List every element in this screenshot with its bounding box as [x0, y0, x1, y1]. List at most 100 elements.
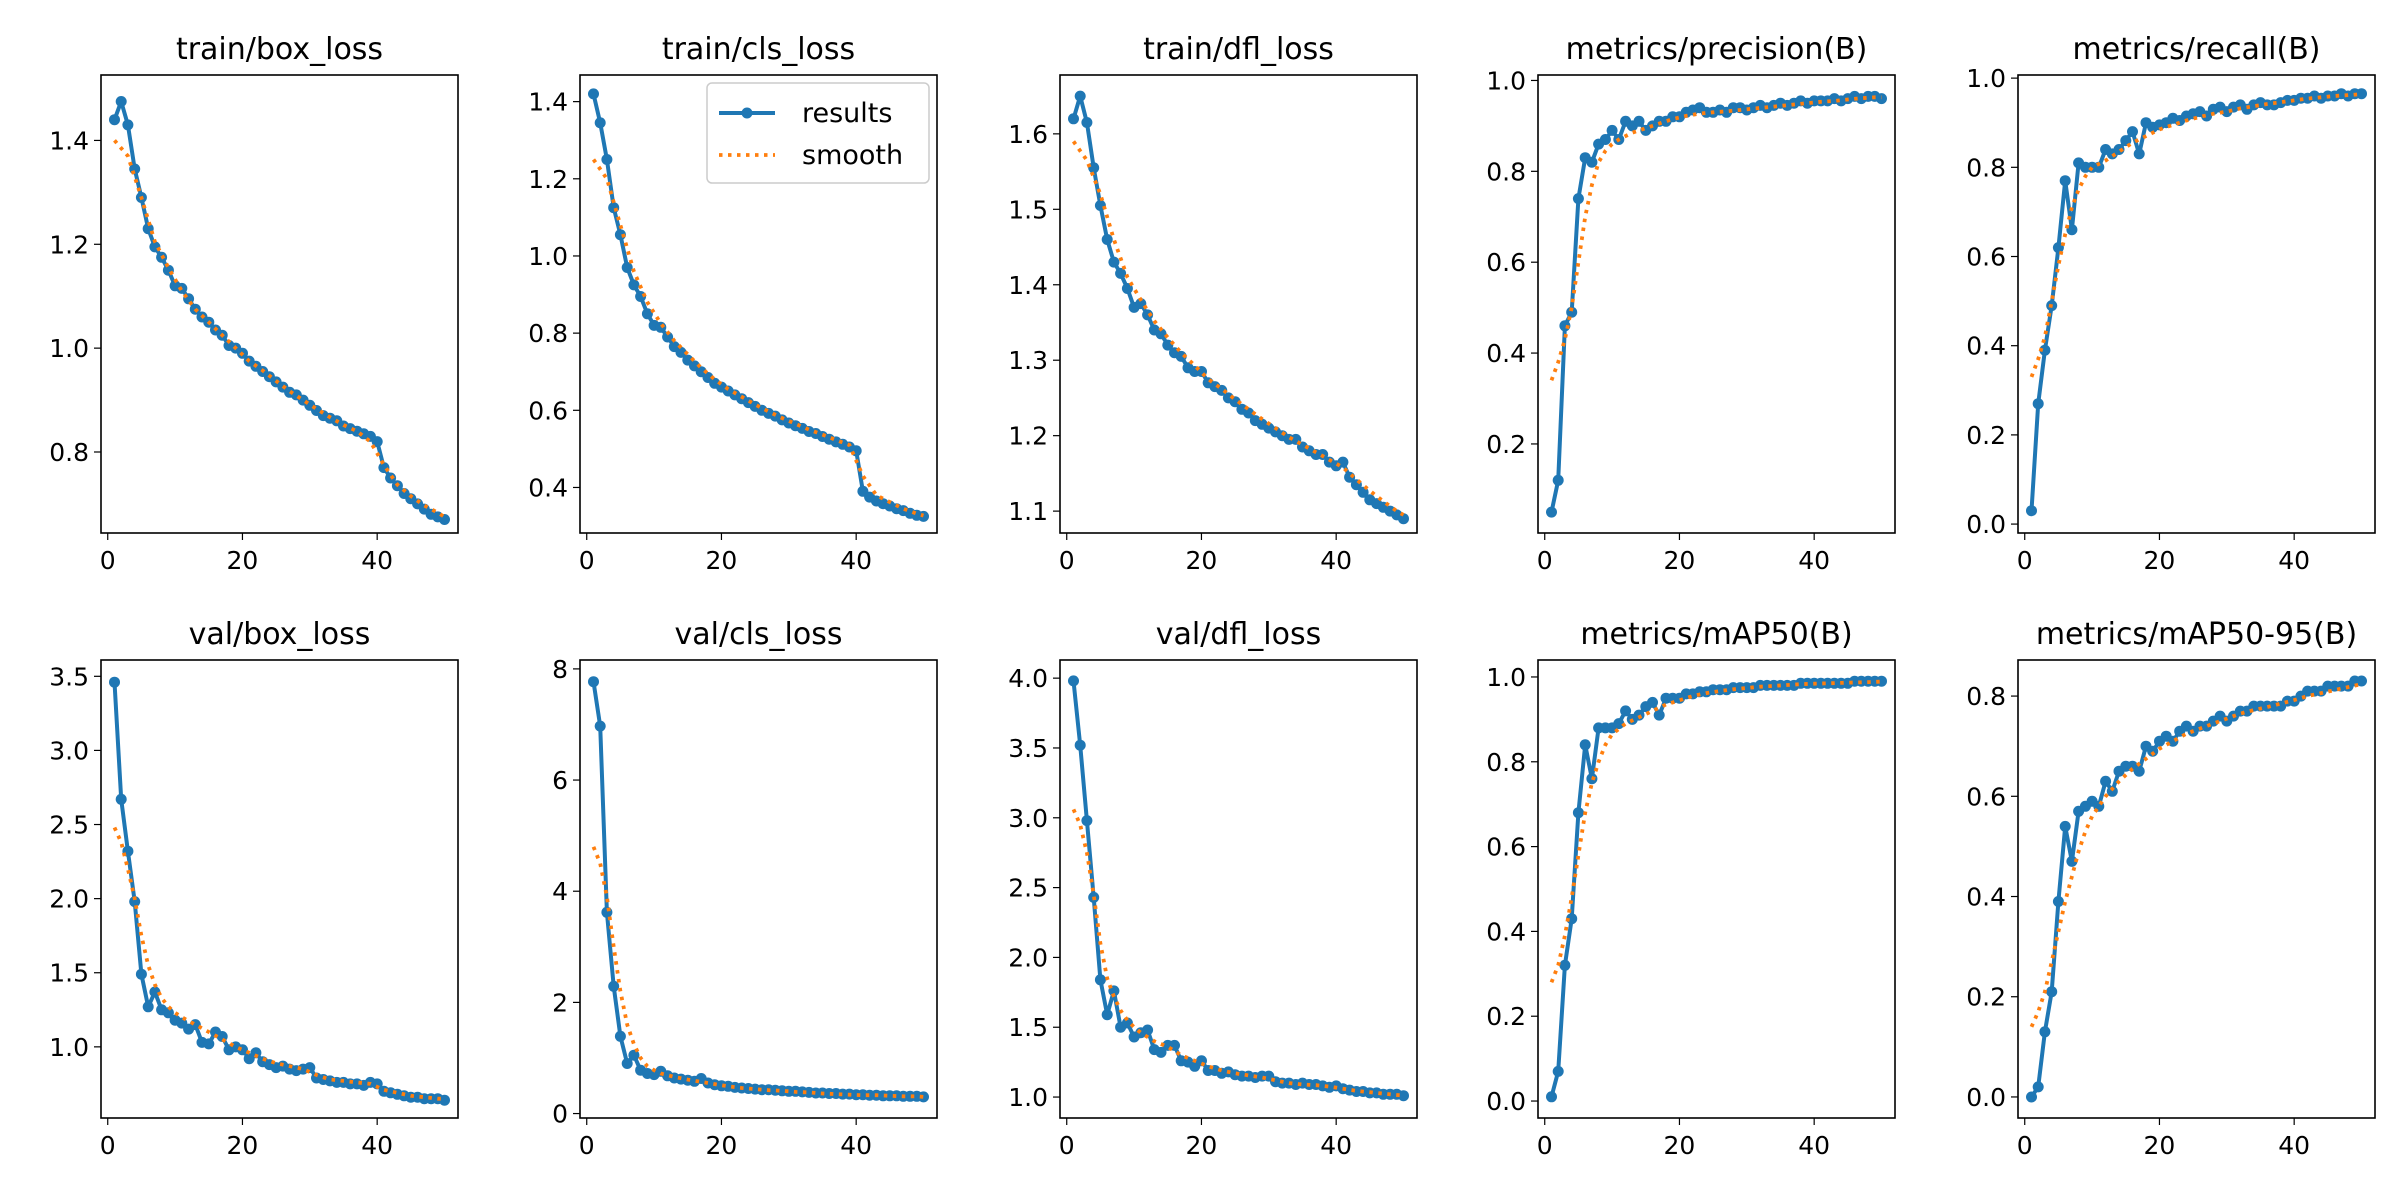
x-tick-label: 40: [1320, 1131, 1352, 1160]
results-marker: [2032, 1081, 2044, 1093]
axes-frame: [2017, 74, 2376, 534]
y-tick-label: 1.0: [49, 1033, 89, 1062]
results-marker: [1175, 350, 1187, 362]
results-marker: [109, 676, 120, 688]
y-tick-label: 2.5: [49, 811, 89, 840]
x-tick-label: 20: [706, 1131, 738, 1160]
y-tick-label: 3.0: [1008, 804, 1048, 833]
results-marker: [1101, 234, 1113, 245]
axes-frame: [2017, 659, 2376, 1119]
smooth-line: [2029, 92, 2362, 378]
y-tick-label: 1.0: [49, 334, 89, 363]
x-tick-label: 20: [227, 1131, 259, 1160]
x-tick-label: 20: [227, 546, 259, 575]
plot-area: [109, 676, 450, 1106]
y-tick-label: 2: [552, 988, 568, 1017]
y-tick-label: 2.0: [1008, 943, 1048, 972]
y-tick-label: 0.0: [1966, 510, 2006, 539]
results-marker: [628, 279, 640, 291]
x-tick-label: 0: [2017, 1131, 2033, 1160]
y-tick-label: 1.5: [1008, 195, 1048, 224]
subplot-3: train/dfl_loss 0 20 40 1.1 1.2 1.3 1.4 1.5 1.6: [1008, 32, 1418, 575]
y-tick-label: 0.0: [1486, 1087, 1526, 1116]
x-tick-label: 40: [1320, 546, 1352, 575]
results-marker: [2039, 344, 2051, 356]
subplot-title: metrics/mAP50-95(B): [2036, 617, 2357, 652]
results-marker: [2066, 224, 2078, 236]
results-marker: [1620, 705, 1632, 717]
x-tick-label: 20: [1664, 546, 1696, 575]
x-tick-label: 0: [100, 546, 116, 575]
x-tick-label: 0: [1059, 546, 1075, 575]
results-marker: [142, 1001, 154, 1013]
y-tick-label: 3.5: [1008, 734, 1048, 763]
results-marker: [588, 88, 599, 100]
y-tick-label: 1.1: [1008, 497, 1048, 526]
results-marker: [1572, 807, 1584, 819]
y-tick-label: 0.6: [528, 396, 568, 425]
results-line: [2029, 91, 2364, 513]
results-marker: [2133, 148, 2145, 160]
results-marker: [1579, 739, 1591, 751]
results-marker: [1155, 1046, 1167, 1058]
results-marker: [439, 1094, 450, 1106]
subplot-title: metrics/precision(B): [1566, 32, 1868, 67]
legend-results-marker: [741, 107, 753, 119]
results-marker: [1081, 117, 1093, 128]
results-marker: [2032, 398, 2044, 410]
results-marker: [628, 1049, 640, 1061]
legend-smooth-label: smooth: [802, 140, 903, 171]
smooth-line: [2029, 682, 2362, 1028]
results-marker: [2026, 505, 2037, 517]
results-marker: [1566, 306, 1578, 318]
y-tick-label: 0.6: [1486, 248, 1526, 277]
subplot-title: train/dfl_loss: [1143, 32, 1334, 67]
results-marker: [2093, 161, 2105, 173]
results-marker: [1142, 1024, 1154, 1036]
x-tick-label: 0: [579, 1131, 595, 1160]
subplot-title: metrics/recall(B): [2072, 32, 2320, 67]
subplot-8: val/dfl_loss 0 20 40 1.0 1.5 2.0 2.5 3.0 3.5 4.0: [1008, 617, 1418, 1160]
y-tick-label: 0.8: [528, 319, 568, 348]
y-tick-label: 1.4: [49, 126, 89, 155]
y-tick-label: 1.2: [528, 165, 568, 194]
y-tick-label: 1.0: [1486, 663, 1526, 692]
results-marker: [129, 896, 141, 908]
results-marker: [2356, 675, 2367, 687]
results-marker: [1074, 90, 1086, 102]
plot-area: [588, 88, 929, 522]
results-line: [112, 680, 447, 1103]
plot-area: [1068, 675, 1409, 1102]
x-tick-label: 40: [840, 546, 872, 575]
results-marker: [1142, 309, 1154, 321]
y-tick-label: 1.5: [49, 959, 89, 988]
y-tick-label: 1.5: [1008, 1013, 1048, 1042]
results-marker: [2066, 855, 2078, 867]
results-marker: [2133, 765, 2145, 777]
subplot-7: val/cls_loss 0 20 40 0 2 4 6 8: [552, 617, 938, 1160]
y-tick-label: 0.0: [1966, 1083, 2006, 1112]
plot-area: [2026, 675, 2367, 1103]
results-marker: [1633, 115, 1645, 127]
results-line: [2029, 679, 2364, 1099]
x-tick-label: 40: [840, 1131, 872, 1160]
axes-frame: [579, 74, 938, 534]
results-marker: [1108, 256, 1120, 268]
results-marker: [371, 1078, 383, 1090]
x-tick-label: 0: [1059, 1131, 1075, 1160]
results-marker: [371, 436, 383, 448]
results-marker: [601, 154, 613, 165]
y-tick-label: 0.2: [1966, 983, 2006, 1012]
results-marker: [2039, 1026, 2051, 1038]
smooth-line: [1071, 808, 1404, 1098]
results-marker: [1398, 1090, 1409, 1102]
smooth-line: [1071, 140, 1405, 517]
smooth-line: [591, 846, 924, 1099]
results-marker: [1155, 328, 1167, 340]
results-marker: [2201, 110, 2213, 122]
plot-area: [109, 96, 450, 525]
results-marker: [1613, 718, 1625, 730]
y-tick-label: 1.0: [1008, 1083, 1048, 1112]
results-marker: [1243, 407, 1255, 419]
smooth-line: [1549, 679, 1882, 983]
